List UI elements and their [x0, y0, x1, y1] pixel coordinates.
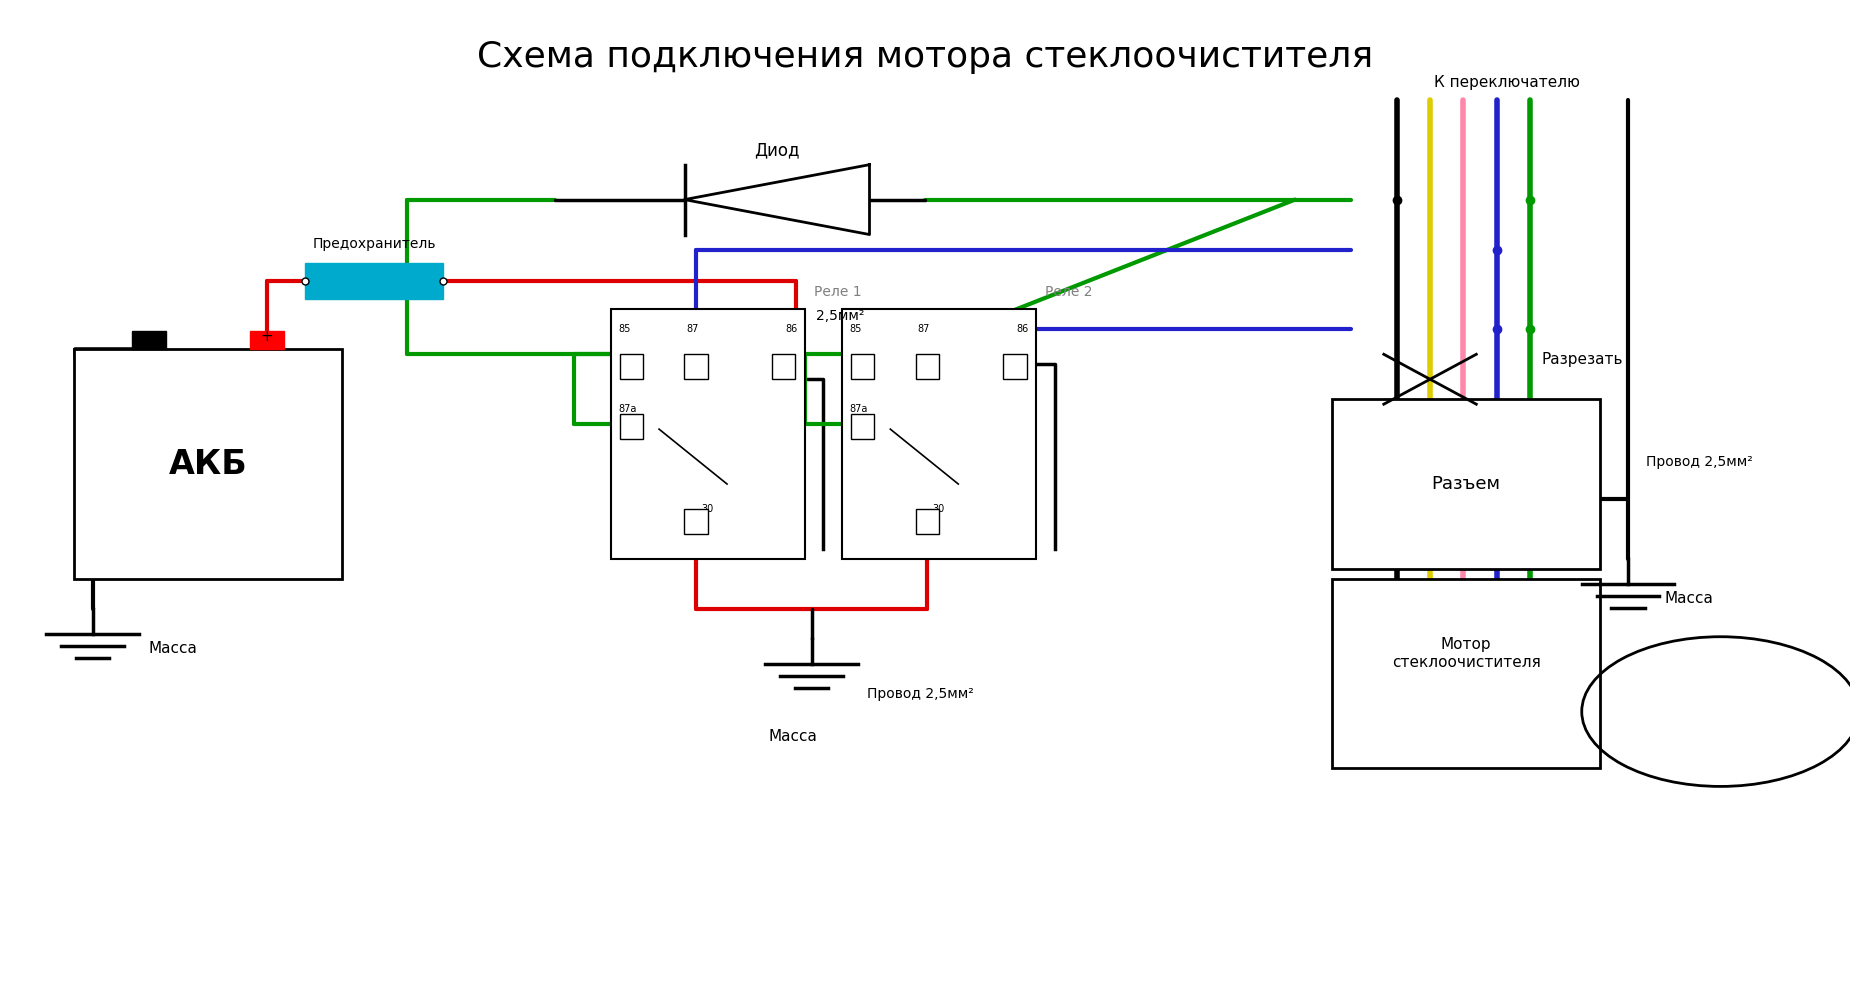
Text: Провод 2,5мм²: Провод 2,5мм²: [868, 687, 973, 701]
Bar: [620, 354, 644, 379]
Bar: [610, 309, 805, 559]
Text: 30: 30: [932, 504, 945, 514]
Bar: [916, 509, 940, 534]
Text: −: −: [142, 329, 155, 344]
Bar: [771, 354, 796, 379]
Bar: [1332, 399, 1600, 569]
Text: Масса: Масса: [148, 641, 196, 657]
Bar: [620, 414, 644, 439]
Bar: [916, 354, 940, 379]
Bar: [250, 331, 283, 349]
Text: Мотор
стеклоочистителя: Мотор стеклоочистителя: [1391, 638, 1541, 670]
Text: 87a: 87a: [849, 404, 868, 414]
Text: 87a: 87a: [618, 404, 636, 414]
Text: Реле 1: Реле 1: [814, 285, 862, 299]
Text: Реле 2: Реле 2: [1045, 285, 1093, 299]
Text: Предохранитель: Предохранитель: [313, 238, 437, 251]
Bar: [1003, 354, 1027, 379]
Polygon shape: [684, 165, 870, 235]
Text: 87: 87: [918, 324, 929, 334]
Text: 30: 30: [701, 504, 714, 514]
Text: Масса: Масса: [768, 729, 818, 744]
Bar: [1332, 579, 1600, 768]
Text: АКБ: АКБ: [168, 447, 248, 481]
Text: Разрезать: Разрезать: [1541, 351, 1622, 367]
Bar: [684, 354, 707, 379]
Text: Провод 2,5мм²: Провод 2,5мм²: [1646, 455, 1754, 469]
Bar: [133, 331, 166, 349]
Text: Масса: Масса: [1665, 591, 1713, 607]
Text: К переключателю: К переключателю: [1434, 75, 1580, 90]
Bar: [305, 263, 444, 299]
Bar: [851, 354, 875, 379]
Bar: [851, 414, 875, 439]
Text: +: +: [261, 329, 274, 344]
Bar: [74, 349, 342, 579]
Text: 86: 86: [1016, 324, 1029, 334]
Text: 87: 87: [686, 324, 697, 334]
Bar: [684, 509, 707, 534]
Text: Разъем: Разъем: [1432, 475, 1500, 493]
Text: 85: 85: [618, 324, 631, 334]
Text: 2,5мм²: 2,5мм²: [816, 309, 864, 323]
Text: 85: 85: [849, 324, 862, 334]
Text: Диод: Диод: [755, 142, 799, 160]
Bar: [842, 309, 1036, 559]
Text: Схема подключения мотора стеклоочистителя: Схема подключения мотора стеклоочистител…: [477, 40, 1373, 74]
Text: 86: 86: [784, 324, 797, 334]
